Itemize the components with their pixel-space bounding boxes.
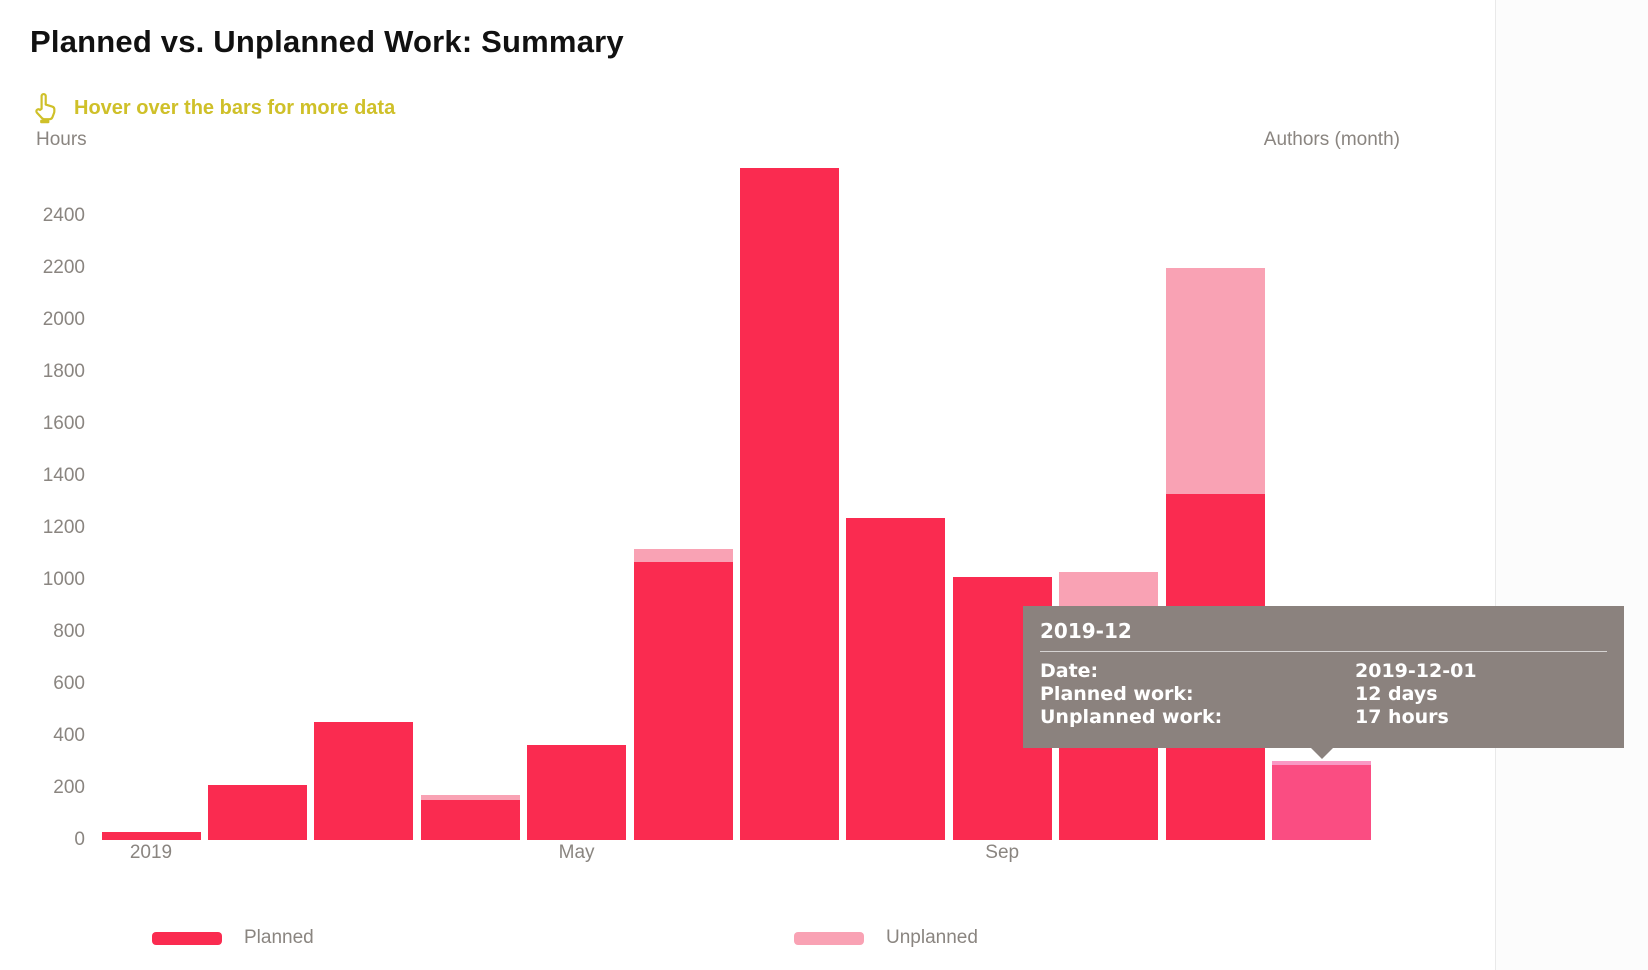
bar-2019-11-unplanned[interactable] (1165, 268, 1265, 495)
y-tick-label: 400 (53, 725, 85, 746)
legend-item-planned[interactable]: Planned (152, 927, 314, 949)
y-tick-label: 2200 (42, 257, 85, 278)
x-axis-title: Authors (month) (1263, 129, 1400, 150)
bar-2019-03-planned[interactable] (314, 721, 414, 840)
tooltip-arrow (1311, 748, 1333, 759)
legend-swatch-planned (152, 931, 222, 945)
y-tick-label: 2000 (42, 309, 85, 330)
y-tick-label: 200 (53, 777, 85, 798)
legend-swatch-unplanned (794, 931, 864, 945)
bar-2019-04-planned[interactable] (420, 799, 520, 840)
y-tick-label: 2400 (42, 205, 85, 226)
tooltip-row-planned: Planned work: 12 days (1040, 683, 1607, 706)
bar-2019-06-planned[interactable] (633, 561, 733, 840)
bar-2019-05-planned[interactable] (527, 745, 627, 840)
right-margin-panel (1496, 0, 1648, 970)
y-tick-label: 1200 (42, 517, 85, 538)
bar-2019-12-planned[interactable] (1271, 765, 1371, 840)
bar-2019-01-planned[interactable] (101, 832, 201, 840)
x-tick-label-2019: 2019 (129, 842, 173, 863)
tooltip-value: 12 days (1355, 683, 1438, 705)
tooltip-value: 2019-12-01 (1355, 660, 1477, 682)
hover-hint-text: Hover over the bars for more data (74, 96, 396, 119)
bar-2019-08-planned[interactable] (846, 517, 946, 840)
y-tick-label: 1600 (42, 413, 85, 434)
tooltip-label: Planned work: (1040, 683, 1194, 705)
tooltip-value: 17 hours (1355, 706, 1449, 728)
y-tick-label: 600 (53, 673, 85, 694)
x-tick-label-May: May (558, 842, 595, 863)
x-tick-label-Sep: Sep (985, 842, 1020, 863)
y-axis-title: Hours (36, 129, 87, 150)
y-tick-label: 1000 (42, 569, 85, 590)
tooltip-row-unplanned: Unplanned work: 17 hours (1040, 706, 1607, 729)
bar-2019-06-unplanned[interactable] (633, 548, 733, 562)
tooltip-separator (1040, 651, 1607, 652)
tooltip-label: Unplanned work: (1040, 706, 1223, 728)
y-tick-label: 1400 (42, 465, 85, 486)
y-tick-label: 800 (53, 621, 85, 642)
y-tick-label: 1800 (42, 361, 85, 382)
tooltip-row-date: Date: 2019-12-01 (1040, 660, 1607, 683)
panel-divider-line (1495, 0, 1496, 970)
y-tick-label: 0 (74, 829, 85, 850)
page-title: Planned vs. Unplanned Work: Summary (30, 24, 624, 59)
bar-2019-02-planned[interactable] (207, 785, 307, 840)
legend-label-planned: Planned (244, 927, 314, 948)
pointing-hand-icon (35, 92, 56, 124)
bar-2019-12-unplanned[interactable] (1271, 760, 1371, 766)
hover-hint: Hover over the bars for more data (30, 90, 395, 126)
legend-item-unplanned[interactable]: Unplanned (794, 927, 978, 949)
tooltip-title: 2019-12 (1040, 619, 1132, 643)
legend-label-unplanned: Unplanned (886, 927, 978, 948)
bar-2019-04-unplanned[interactable] (420, 794, 520, 800)
hover-tooltip: 2019-12 Date: 2019-12-01 Planned work: 1… (1023, 606, 1624, 748)
bar-2019-07-planned[interactable] (739, 167, 839, 840)
chart-legend: Planned Unplanned (0, 927, 1495, 955)
tooltip-label: Date: (1040, 660, 1099, 682)
